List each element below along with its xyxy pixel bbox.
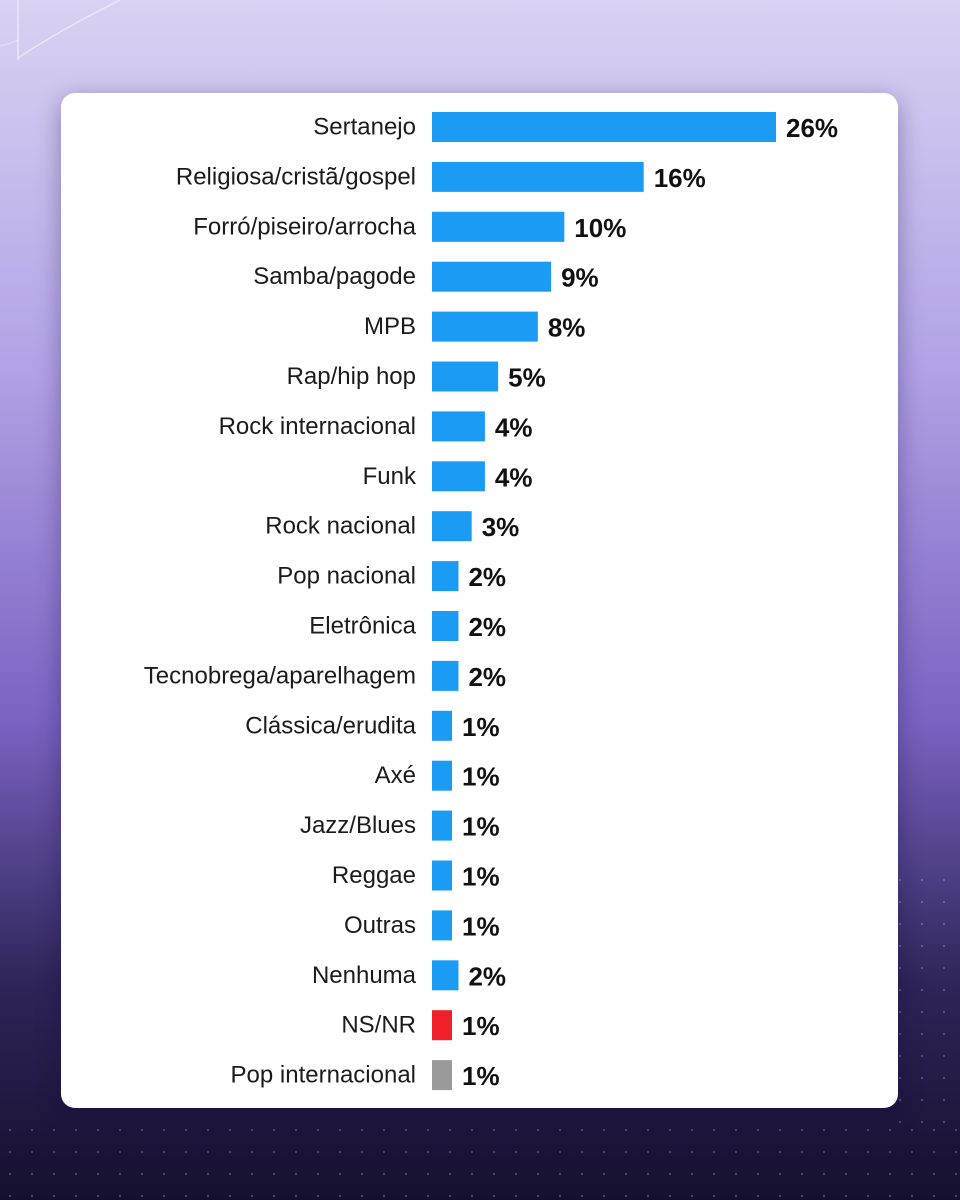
category-label: Eletrônica: [309, 613, 416, 640]
bar: [432, 1010, 452, 1041]
bar: [432, 411, 485, 442]
category-label: Tecnobrega/aparelhagem: [144, 662, 416, 689]
category-label: Rock internacional: [219, 413, 416, 440]
bar: [432, 461, 485, 492]
category-label: Reggae: [332, 862, 416, 889]
bar: [432, 910, 452, 941]
value-label: 4%: [495, 462, 533, 492]
value-label: 2%: [468, 662, 506, 692]
bar-chart: Sertanejo 26% Religiosa/cristã/gospel 16% Fo…: [144, 112, 838, 1091]
category-label: Rap/hip hop: [287, 363, 416, 390]
category-label: Forró/piseiro/arrocha: [193, 213, 416, 240]
bar: [432, 660, 459, 691]
value-label: 16%: [654, 163, 706, 193]
bar: [432, 511, 472, 542]
bar: [432, 112, 776, 142]
category-label: Nenhuma: [312, 962, 417, 989]
category-label: Religiosa/cristã/gospel: [176, 163, 416, 190]
bar: [432, 611, 459, 641]
value-label: 1%: [462, 762, 500, 792]
value-label: 26%: [786, 113, 838, 143]
bar: [432, 960, 459, 991]
value-label: 1%: [462, 862, 500, 892]
category-label: Funk: [363, 463, 417, 490]
category-label: Pop internacional: [231, 1062, 416, 1089]
bar: [432, 161, 644, 192]
bar: [432, 760, 452, 791]
category-label: Rock nacional: [265, 513, 416, 540]
value-label: 2%: [468, 961, 506, 991]
category-label: Pop nacional: [277, 563, 416, 590]
bar: [432, 860, 452, 891]
bar: [432, 361, 499, 392]
value-label: 10%: [574, 213, 626, 243]
category-label: Axé: [375, 762, 416, 789]
value-label: 9%: [561, 263, 599, 293]
bar: [432, 561, 459, 592]
value-label: 1%: [462, 812, 500, 842]
bar: [432, 710, 452, 741]
value-label: 1%: [462, 1061, 500, 1091]
chart-card: Sertanejo 26% Religiosa/cristã/gospel 16% Fo…: [61, 93, 898, 1108]
value-label: 4%: [495, 412, 533, 442]
bar: [432, 211, 565, 242]
value-label: 1%: [462, 1011, 500, 1041]
bar: [432, 1060, 452, 1091]
value-label: 1%: [462, 911, 500, 941]
value-label: 2%: [468, 612, 506, 642]
bar: [432, 810, 452, 841]
value-label: 8%: [548, 313, 586, 343]
category-label: MPB: [364, 313, 416, 340]
category-label: NS/NR: [341, 1012, 416, 1039]
category-label: Outras: [344, 912, 416, 939]
category-label: Jazz/Blues: [300, 812, 416, 839]
value-label: 3%: [482, 512, 520, 542]
value-label: 2%: [468, 562, 506, 592]
bar: [432, 311, 538, 342]
category-label: Clássica/erudita: [245, 712, 416, 739]
value-label: 1%: [462, 712, 500, 742]
bar: [432, 261, 552, 292]
category-label: Samba/pagode: [253, 263, 416, 290]
category-label: Sertanejo: [313, 114, 416, 141]
value-label: 5%: [508, 363, 546, 393]
